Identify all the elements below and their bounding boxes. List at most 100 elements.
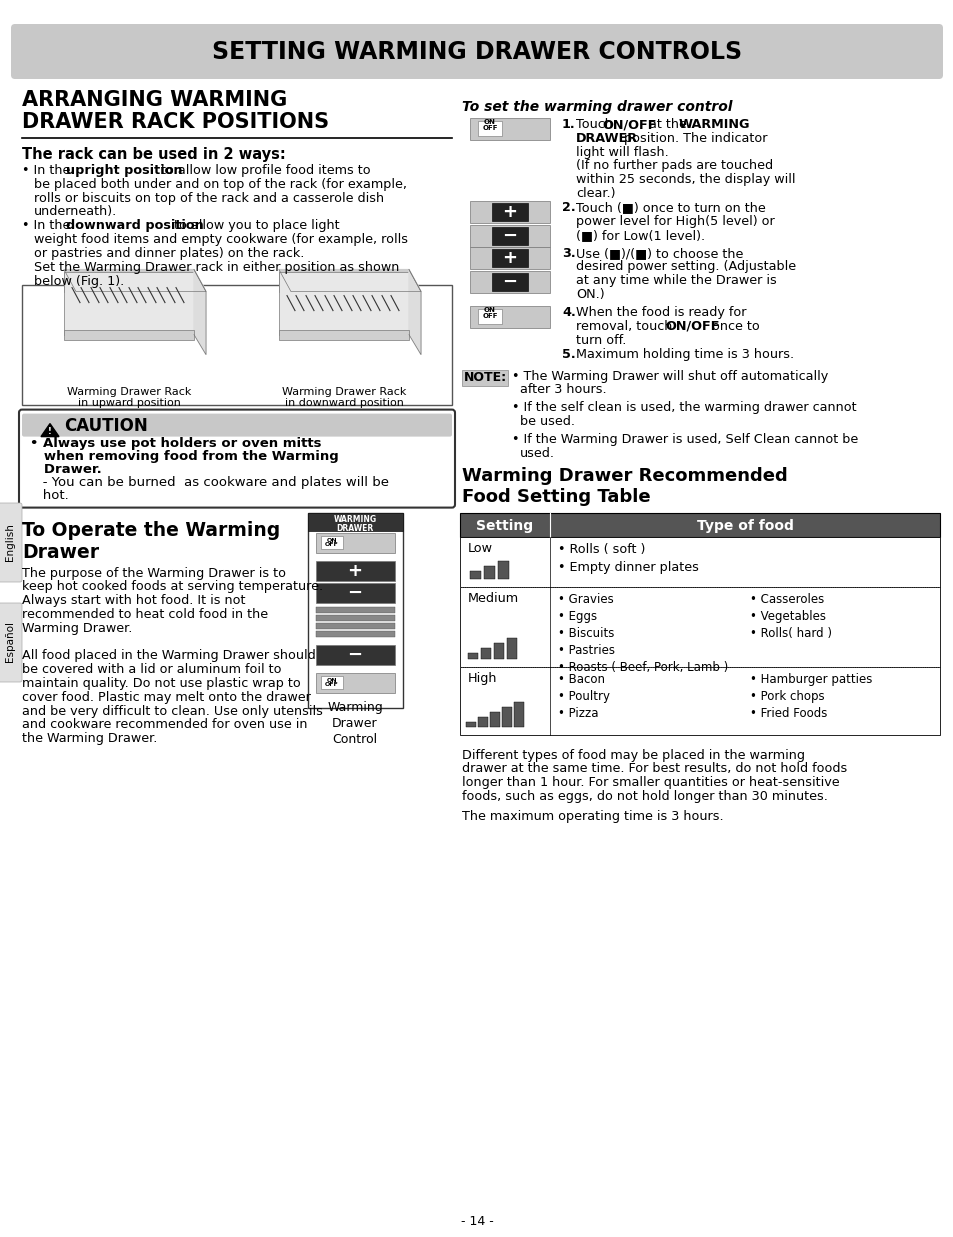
Text: Always start with hot food. It is not: Always start with hot food. It is not: [22, 594, 245, 607]
Text: The maximum operating time is 3 hours.: The maximum operating time is 3 hours.: [461, 810, 723, 823]
Bar: [514, 701, 523, 726]
Text: - You can be burned  as cookware and plates will be: - You can be burned as cookware and plat…: [30, 475, 389, 489]
Bar: [315, 533, 395, 553]
Text: • Bacon
• Poultry
• Pizza: • Bacon • Poultry • Pizza: [558, 673, 609, 720]
FancyBboxPatch shape: [0, 503, 22, 581]
Text: Type of food: Type of food: [696, 518, 793, 533]
Bar: [320, 536, 343, 548]
Text: Warming Drawer Rack
in downward position: Warming Drawer Rack in downward position: [281, 387, 406, 408]
Text: Maximum holding time is 3 hours.: Maximum holding time is 3 hours.: [576, 348, 793, 361]
Bar: [64, 270, 193, 292]
Text: (■) for Low(1 level).: (■) for Low(1 level).: [576, 229, 704, 241]
Bar: [470, 225, 550, 247]
Text: 3.: 3.: [561, 246, 575, 260]
Bar: [483, 565, 495, 579]
Bar: [470, 306, 550, 328]
Text: CAUTION: CAUTION: [64, 417, 148, 434]
Text: −: −: [502, 228, 517, 245]
Text: NOTE:: NOTE:: [463, 371, 507, 383]
Text: The rack can be used in 2 ways:: The rack can be used in 2 ways:: [22, 147, 286, 162]
Bar: [315, 560, 395, 580]
Text: foods, such as eggs, do not hold longer than 30 minutes.: foods, such as eggs, do not hold longer …: [461, 790, 827, 803]
Bar: [320, 675, 343, 689]
Text: at the: at the: [644, 118, 690, 131]
Text: • In the: • In the: [22, 219, 74, 233]
Text: when removing food from the Warming: when removing food from the Warming: [30, 449, 338, 463]
Text: • Gravies
• Eggs
• Biscuits
• Pastries
• Roasts ( Beef, Pork, Lamb ): • Gravies • Eggs • Biscuits • Pastries •…: [558, 593, 727, 674]
Text: • If the self clean is used, the warming drawer cannot: • If the self clean is used, the warming…: [512, 401, 856, 414]
Text: High: High: [468, 672, 497, 684]
FancyBboxPatch shape: [0, 602, 22, 682]
Text: once to: once to: [707, 320, 759, 333]
Text: • Always use pot holders or oven mitts: • Always use pot holders or oven mitts: [30, 437, 321, 449]
Bar: [492, 203, 527, 221]
Text: Drawer: Drawer: [22, 543, 99, 562]
Bar: [308, 512, 402, 531]
Text: Set the Warming Drawer rack in either position as shown: Set the Warming Drawer rack in either po…: [34, 261, 399, 273]
Bar: [315, 615, 395, 621]
Text: 1.: 1.: [561, 118, 575, 131]
Bar: [490, 711, 499, 726]
Bar: [492, 249, 527, 267]
Text: ON
OFF: ON OFF: [325, 538, 338, 548]
Text: Setting: Setting: [476, 518, 533, 533]
Text: be used.: be used.: [519, 414, 575, 428]
Text: at any time while the Drawer is: at any time while the Drawer is: [576, 275, 776, 287]
Text: DRAWER RACK POSITIONS: DRAWER RACK POSITIONS: [22, 113, 329, 132]
Text: All food placed in the Warming Drawer should: All food placed in the Warming Drawer sh…: [22, 649, 315, 662]
Text: ON/OFF: ON/OFF: [601, 118, 656, 131]
Text: Warming
Drawer
Control: Warming Drawer Control: [327, 700, 382, 746]
Text: 2.: 2.: [561, 200, 575, 214]
Text: Touch (■) once to turn on the: Touch (■) once to turn on the: [576, 200, 765, 214]
FancyBboxPatch shape: [11, 24, 942, 79]
Text: Low: Low: [468, 542, 493, 554]
Text: underneath).: underneath).: [34, 205, 117, 219]
Text: !: !: [48, 427, 51, 437]
Text: turn off.: turn off.: [576, 334, 626, 346]
Text: upright position: upright position: [66, 165, 182, 177]
Text: ON
OFF: ON OFF: [325, 678, 338, 688]
Text: longer than 1 hour. For smaller quantities or heat-sensitive: longer than 1 hour. For smaller quantiti…: [461, 776, 839, 789]
Bar: [480, 648, 491, 658]
Text: ON
OFF: ON OFF: [482, 307, 497, 319]
Polygon shape: [193, 270, 206, 355]
Bar: [315, 631, 395, 637]
Text: Warming Drawer Recommended: Warming Drawer Recommended: [461, 466, 787, 485]
Text: +: +: [347, 562, 362, 580]
Bar: [459, 537, 939, 586]
Bar: [470, 271, 550, 293]
Bar: [278, 270, 409, 292]
Bar: [470, 200, 550, 223]
Text: ON.): ON.): [576, 288, 604, 301]
Text: −: −: [347, 584, 362, 601]
Text: English: English: [5, 523, 15, 560]
Text: to allow low profile food items to: to allow low profile food items to: [157, 165, 370, 177]
Bar: [315, 644, 395, 664]
Bar: [461, 370, 507, 386]
Text: drawer at the same time. For best results, do not hold foods: drawer at the same time. For best result…: [461, 762, 846, 776]
Text: light will flash.: light will flash.: [576, 146, 668, 158]
Text: Food Setting Table: Food Setting Table: [461, 487, 650, 506]
Bar: [470, 118, 550, 140]
Text: To Operate the Warming: To Operate the Warming: [22, 521, 280, 539]
Bar: [470, 246, 550, 268]
Text: • Hamburger patties
• Pork chops
• Fried Foods: • Hamburger patties • Pork chops • Fried…: [749, 673, 871, 720]
Polygon shape: [278, 270, 420, 292]
Text: the Warming Drawer.: the Warming Drawer.: [22, 732, 157, 745]
Bar: [459, 586, 939, 667]
Text: to allow you to place light: to allow you to place light: [170, 219, 339, 233]
Text: Español: Español: [5, 621, 15, 663]
Text: and cookware recommended for oven use in: and cookware recommended for oven use in: [22, 719, 307, 731]
Bar: [468, 653, 477, 658]
FancyBboxPatch shape: [22, 413, 452, 437]
Text: cover food. Plastic may melt onto the drawer: cover food. Plastic may melt onto the dr…: [22, 690, 311, 704]
Polygon shape: [409, 270, 420, 355]
Text: within 25 seconds, the display will: within 25 seconds, the display will: [576, 173, 795, 187]
Bar: [477, 121, 501, 136]
Bar: [477, 309, 501, 324]
Text: −: −: [347, 646, 362, 663]
Text: downward position: downward position: [66, 219, 204, 233]
Text: hot.: hot.: [30, 489, 69, 501]
Bar: [494, 642, 503, 658]
Text: Warming Drawer Rack
in upward position: Warming Drawer Rack in upward position: [67, 387, 191, 408]
